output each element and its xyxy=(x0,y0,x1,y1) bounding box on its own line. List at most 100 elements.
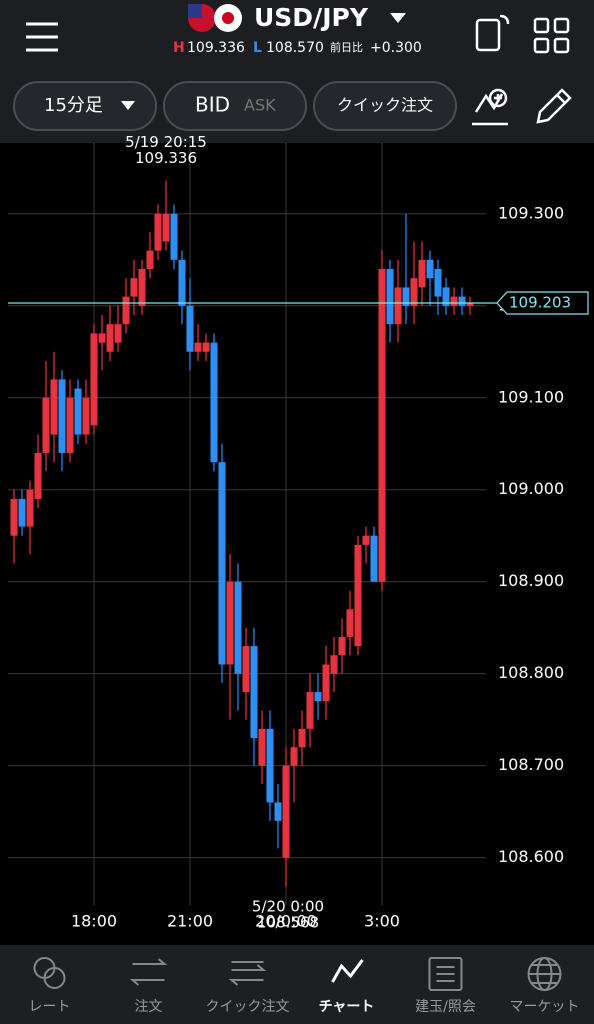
candle-body xyxy=(66,397,74,453)
annotation-time: 5/20 0:00 xyxy=(252,898,324,916)
change-value: +0.300 xyxy=(370,40,422,56)
candle-body xyxy=(82,397,90,435)
nav-item[interactable]: レート xyxy=(29,957,71,1015)
candle-body xyxy=(426,259,434,279)
candle-body xyxy=(34,452,42,499)
candle-body xyxy=(386,269,394,325)
candle-body xyxy=(226,581,234,665)
candle-body xyxy=(418,259,426,288)
candle-body xyxy=(346,609,354,637)
change-label: 前日比 xyxy=(330,40,363,54)
menu-button[interactable] xyxy=(26,22,58,52)
nav-label: 注文 xyxy=(135,999,163,1015)
candle-body xyxy=(442,287,450,306)
candle-body xyxy=(138,269,146,306)
nav-items: レート 注文 クイック注文 チャート 建玉/照会 マーケット xyxy=(29,957,580,1015)
pair-title[interactable]: USD/JPY xyxy=(254,3,369,32)
candle-body xyxy=(322,664,330,702)
nav-item[interactable]: クイック注文 xyxy=(206,961,290,1015)
candle-body xyxy=(306,692,314,729)
candle-body xyxy=(218,462,226,665)
timeframe-button[interactable] xyxy=(13,81,157,131)
candle-body xyxy=(314,692,322,702)
low-mark: L xyxy=(253,40,262,56)
candle-body xyxy=(250,646,258,739)
annotation-price: 109.336 xyxy=(135,149,197,167)
candle-body xyxy=(122,296,130,325)
nav-icon xyxy=(527,957,562,991)
y-tick-label: 109.000 xyxy=(498,479,564,498)
x-tick-label: 20/0:00 xyxy=(255,912,317,931)
candle-body xyxy=(186,305,194,352)
candle-body xyxy=(234,581,242,674)
candle-body xyxy=(274,802,282,821)
candle-body xyxy=(362,535,370,545)
candle-body xyxy=(210,342,218,463)
candle-body xyxy=(90,333,98,426)
candle-body xyxy=(10,498,18,536)
currency-flags xyxy=(188,4,242,32)
candle-body xyxy=(402,287,410,306)
pair-dropdown[interactable] xyxy=(390,13,406,23)
nav-icon-part xyxy=(331,959,364,983)
indicator-button[interactable] xyxy=(472,88,508,126)
bid-label[interactable]: BID xyxy=(195,93,230,117)
nav-item[interactable]: マーケット xyxy=(510,957,580,1015)
nav-icon-part xyxy=(528,964,561,984)
nav-label: チャート xyxy=(319,999,375,1015)
quick-order-button[interactable] xyxy=(313,81,457,131)
x-tick-label: 3:00 xyxy=(364,912,400,931)
y-tick-label: 108.800 xyxy=(498,663,564,682)
nav-item[interactable]: 建玉/照会 xyxy=(415,957,476,1015)
candle-body xyxy=(282,765,290,858)
nav-icon-part xyxy=(228,961,267,986)
annotation-time: 5/19 20:15 xyxy=(125,133,207,151)
nav-label: マーケット xyxy=(510,999,580,1015)
candle-body xyxy=(26,489,34,527)
timeframe-dropdown xyxy=(121,101,135,110)
annotation-price: 108.568 xyxy=(257,914,319,932)
candle-body xyxy=(466,303,474,306)
y-tick-label: 108.700 xyxy=(498,755,564,774)
nav-icon xyxy=(33,957,66,989)
layout-button[interactable] xyxy=(533,17,570,54)
candle-body xyxy=(18,498,26,527)
draw-button[interactable] xyxy=(536,88,572,124)
ask-label[interactable]: ASK xyxy=(244,96,276,115)
chart-bg xyxy=(0,143,594,945)
candle-body xyxy=(74,388,82,435)
candle-body xyxy=(338,636,346,656)
y-tick-label: 109.300 xyxy=(498,203,564,222)
current-price-label: 109.203 xyxy=(509,294,571,312)
candle-body xyxy=(58,379,66,453)
candle-body xyxy=(130,278,138,297)
x-tick-label: 18:00 xyxy=(71,912,117,931)
rotate-button[interactable] xyxy=(475,14,510,52)
candle-body xyxy=(370,535,378,582)
candle-body xyxy=(50,379,58,435)
nav-icon xyxy=(428,957,463,991)
nav-icon xyxy=(129,958,168,986)
nav-label: クイック注文 xyxy=(206,999,290,1015)
candle-body xyxy=(178,259,186,306)
candle-body xyxy=(266,728,274,803)
nav-item[interactable]: 注文 xyxy=(129,958,168,1015)
nav-icon-part xyxy=(428,957,463,991)
candle-body xyxy=(146,250,154,270)
nav-label: レート xyxy=(29,999,71,1015)
y-tick-label: 108.600 xyxy=(498,847,564,866)
chart-area: 108.600 108.700 108.800 108.900 109.000 109.1… xyxy=(0,133,594,945)
nav-item[interactable]: チャート xyxy=(319,959,375,1015)
bid-ask-toggle[interactable] xyxy=(163,81,307,131)
current-price-tag xyxy=(496,291,589,315)
nav-bar xyxy=(0,945,594,1024)
nav-icon xyxy=(331,959,364,983)
candle-body xyxy=(258,728,266,766)
y-tick-label: 108.900 xyxy=(498,571,564,590)
candle-body xyxy=(330,655,338,674)
nav-label: 建玉/照会 xyxy=(415,999,476,1015)
nav-icon-part xyxy=(436,966,455,982)
candle-body xyxy=(434,269,442,297)
high-value: 109.336 xyxy=(187,40,245,56)
